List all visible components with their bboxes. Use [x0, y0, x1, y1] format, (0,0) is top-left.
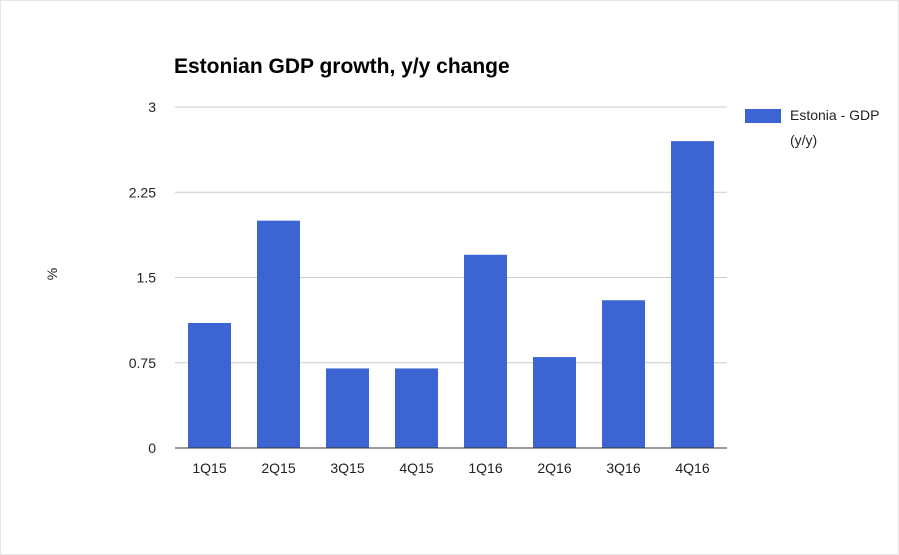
bar-1Q16[interactable] [464, 254, 507, 448]
x-tick-label: 2Q16 [537, 460, 571, 476]
bar-2Q15[interactable] [257, 220, 300, 448]
y-tick-label: 3 [148, 99, 156, 115]
bar-1Q15[interactable] [188, 322, 231, 448]
bar-2Q16[interactable] [533, 357, 576, 448]
y-tick-label: 2.25 [129, 184, 156, 200]
bar-4Q16[interactable] [671, 141, 714, 448]
bars [188, 141, 714, 448]
y-tick-label: 0 [148, 440, 156, 456]
x-tick-label: 4Q15 [399, 460, 433, 476]
x-axis-ticks: 1Q15 2Q15 3Q15 4Q15 1Q16 2Q16 3Q16 4Q16 [192, 460, 709, 476]
chart-title: Estonian GDP growth, y/y change [174, 55, 510, 78]
legend-swatch [745, 109, 781, 123]
y-tick-label: 0.75 [129, 355, 156, 371]
x-tick-label: 3Q15 [330, 460, 364, 476]
y-axis-ticks: 0 0.75 1.5 2.25 3 [129, 99, 156, 456]
bar-4Q15[interactable] [395, 368, 438, 448]
x-tick-label: 2Q15 [261, 460, 295, 476]
legend-label: Estonia - GDP (y/y) [790, 107, 880, 148]
y-tick-label: 1.5 [137, 270, 157, 286]
x-tick-label: 1Q15 [192, 460, 226, 476]
bar-3Q15[interactable] [326, 368, 369, 448]
bar-3Q16[interactable] [602, 300, 645, 448]
x-tick-label: 4Q16 [675, 460, 709, 476]
x-tick-label: 1Q16 [468, 460, 502, 476]
x-tick-label: 3Q16 [606, 460, 640, 476]
